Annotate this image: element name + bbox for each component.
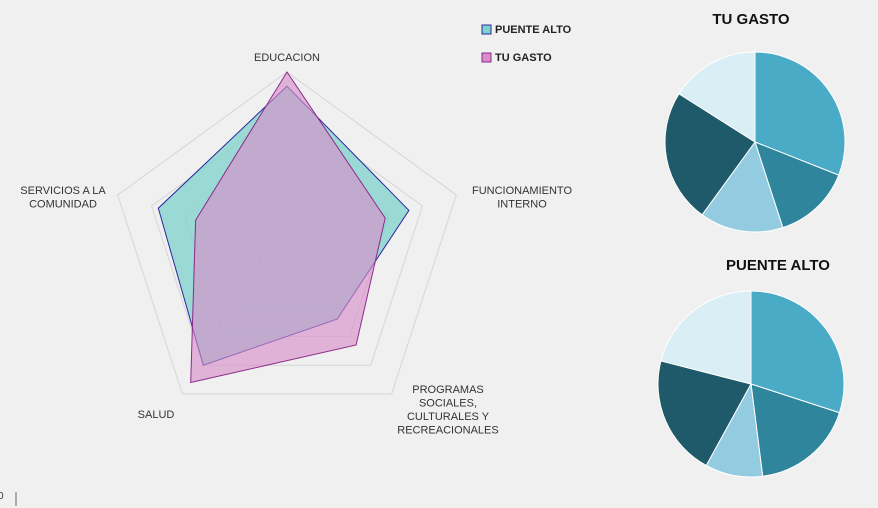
radar-axis-label-line: INTERNO [497,199,547,211]
stray-axis-zero: 0 [0,491,4,502]
radar-ring-5 [117,71,457,395]
pie-slice-1 [750,290,845,414]
radar-axis-label-servicios: SERVICIOS A LA COMUNIDAD [20,185,106,211]
pie-slice-4 [657,360,752,467]
pie-title-tu-gasto: TU GASTO [712,11,790,28]
radar-axis-label-educacion: EDUCACION [254,52,320,64]
radar-axis-label-line: EDUCACION [254,52,320,64]
legend-label-puente-alto: PUENTE ALTO [495,24,572,36]
radar-series-tu-gasto [190,71,386,384]
pie-chart-puente-alto: PUENTE ALTO [657,257,845,478]
pie-slice-2 [750,383,841,477]
radar-axis-label-line: PROGRAMAS [412,384,484,396]
radar-axis-label-line: CULTURALES Y [407,411,490,423]
pie-slice-5 [678,51,756,143]
radar-axis-label-programas: PROGRAMAS SOCIALES, CULTURALES Y RECREACION… [397,384,498,437]
radar-axis-label-line: SALUD [138,409,175,421]
radar-legend: PUENTE ALTO TU GASTO [481,24,572,64]
pie-slice-5 [660,290,752,385]
radar-axis-label-line: RECREACIONALES [397,425,498,437]
radar-axis-label-funcionamiento: FUNCIONAMIENTO INTERNO [472,185,572,211]
radar-chart: EDUCACION FUNCIONAMIENTO INTERNO PROGRAMAS S… [20,52,572,437]
pie-chart-tu-gasto: TU GASTO [664,11,846,233]
radar-axis-label-salud: SALUD [138,409,175,421]
radar-axis-label-line: SOCIALES, [419,398,477,410]
radar-axis-label-line: COMUNIDAD [29,199,97,211]
radar-series-group [157,71,410,384]
radar-axis-label-line: SERVICIOS A LA [20,185,106,197]
legend-swatch-tu-gasto [481,52,492,63]
legend-label-tu-gasto: TU GASTO [495,52,552,64]
pie-slice-3 [701,140,784,233]
pie-title-puente-alto: PUENTE ALTO [726,257,830,274]
radar-axis-label-line: FUNCIONAMIENTO [472,185,572,197]
pie-slice-4 [664,93,756,216]
pie-slice-1 [754,51,846,176]
radar-ring-4 [151,106,423,366]
radar-axis-labels: EDUCACION FUNCIONAMIENTO INTERNO PROGRAMAS S… [20,52,572,437]
legend-swatch-puente-alto [481,24,492,35]
